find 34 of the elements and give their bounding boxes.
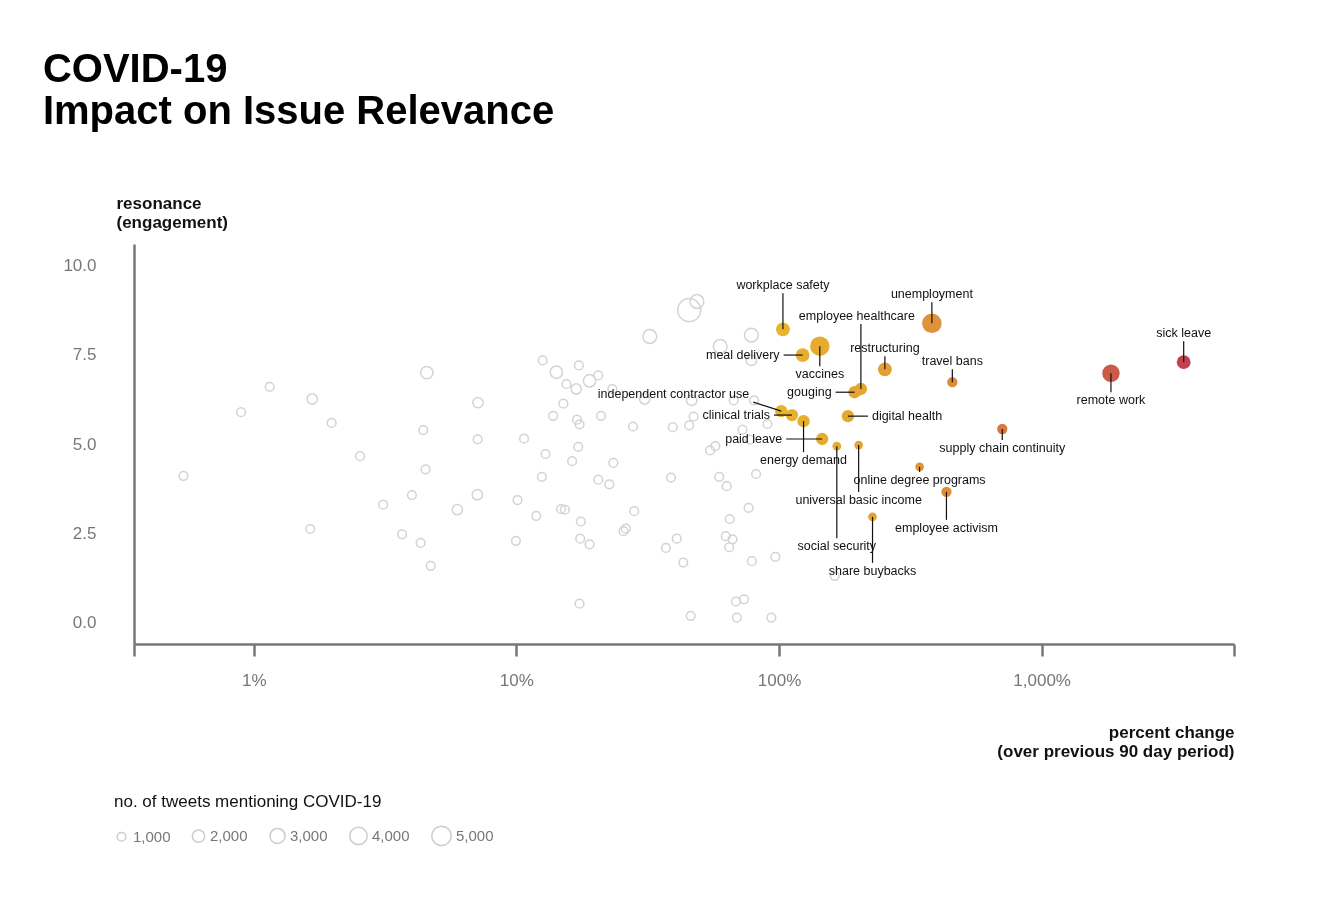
- y-tick-label: 10.0: [63, 255, 97, 275]
- legend-label: 4,000: [372, 826, 410, 844]
- x-tick-label: 10%: [499, 670, 534, 690]
- annotation: remote work: [1076, 393, 1147, 408]
- legend-title: no. of tweets mentioning COVID-19: [114, 792, 382, 811]
- annotation: meal delivery: [705, 348, 781, 363]
- y-tick-label: 0.0: [72, 613, 97, 633]
- y-tick-label: 7.5: [72, 345, 97, 365]
- annotation: paid leave: [725, 432, 783, 446]
- legend-label: 2,000: [210, 827, 248, 845]
- annotation: clinical trials: [702, 408, 770, 423]
- x-tick-label: 1,000%: [1013, 670, 1071, 690]
- x-axis-title: percent change (over previous 90 day period): [997, 722, 1235, 761]
- annotation: unemployment: [890, 287, 974, 302]
- annotation: share buybacks: [828, 563, 917, 578]
- x-tick-label: 1%: [241, 670, 267, 690]
- annotation: employee healthcare: [798, 309, 915, 323]
- annotation: digital health: [871, 409, 943, 424]
- chart-title: COVID-19 Impact on Issue Relevance: [42, 46, 555, 132]
- annotation: travel bans: [921, 354, 983, 369]
- legend-label: 1,000: [133, 827, 171, 845]
- annotation: vaccines: [795, 367, 845, 382]
- y-axis-title: resonance (engagement): [116, 193, 228, 232]
- y-tick-label: 5.0: [72, 434, 97, 454]
- annotation: supply chain continuity: [939, 441, 1066, 455]
- legend-label: 3,000: [290, 826, 328, 844]
- legend-label: 5,000: [456, 826, 494, 844]
- x-tick-label: 100%: [757, 670, 802, 690]
- annotation: sick leave: [1156, 326, 1212, 341]
- annotation: workplace safety: [735, 278, 831, 293]
- annotation: gouging: [787, 385, 832, 400]
- annotation: employee activism: [895, 520, 998, 535]
- y-tick-label: 2.5: [72, 523, 97, 543]
- annotation: independent contractor use: [597, 387, 750, 402]
